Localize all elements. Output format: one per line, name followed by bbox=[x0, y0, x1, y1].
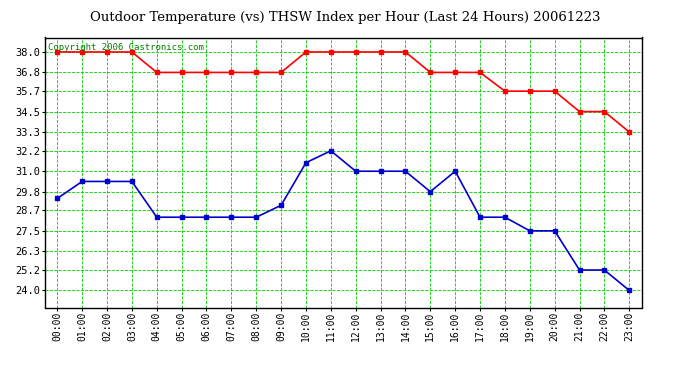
Text: Copyright 2006 Castronics.com: Copyright 2006 Castronics.com bbox=[48, 43, 204, 52]
Text: Outdoor Temperature (vs) THSW Index per Hour (Last 24 Hours) 20061223: Outdoor Temperature (vs) THSW Index per … bbox=[90, 11, 600, 24]
